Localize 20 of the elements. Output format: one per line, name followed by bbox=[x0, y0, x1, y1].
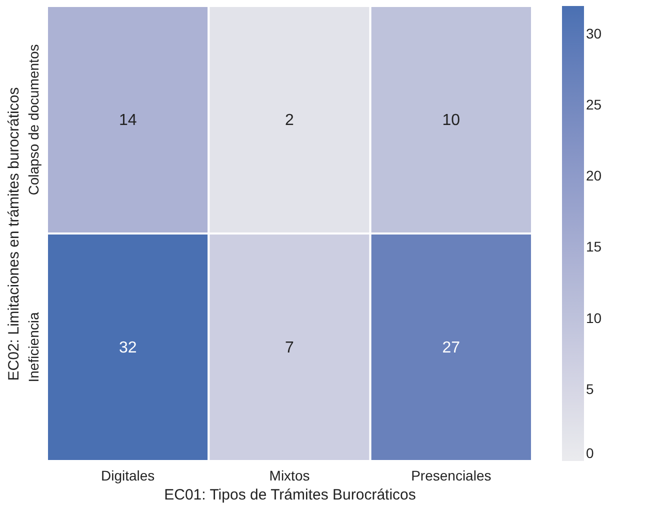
data-label: 14 bbox=[118, 112, 137, 129]
color-bar-label: 25 bbox=[586, 96, 602, 113]
data-label: 2 bbox=[285, 112, 294, 129]
y-axis-title: EC02: Limitaciones en trámites burocráticos bbox=[6, 87, 22, 381]
color-bar-label: 20 bbox=[586, 168, 602, 184]
x-tick-label: Digitales bbox=[100, 468, 155, 484]
data-label: 10 bbox=[442, 112, 460, 129]
x-axis-title: EC01: Tipos de Trámites Burocráticos bbox=[164, 486, 416, 504]
color-bar-label: 10 bbox=[586, 310, 602, 326]
color-bar-label: 5 bbox=[586, 380, 594, 397]
color-bar-label: 30 bbox=[586, 25, 602, 42]
data-label: 32 bbox=[118, 339, 137, 356]
y-tick-label: Colapso de documentos bbox=[26, 44, 42, 196]
color-bar-label: 15 bbox=[586, 238, 602, 255]
data-label: 7 bbox=[285, 339, 294, 356]
x-tick-label: Presenciales bbox=[411, 468, 492, 484]
y-tick-label: Ineficiencia bbox=[26, 312, 42, 382]
data-label: 27 bbox=[442, 339, 460, 356]
color-bar-label: 0 bbox=[586, 445, 594, 461]
x-tick-label: Mixtos bbox=[269, 468, 310, 484]
